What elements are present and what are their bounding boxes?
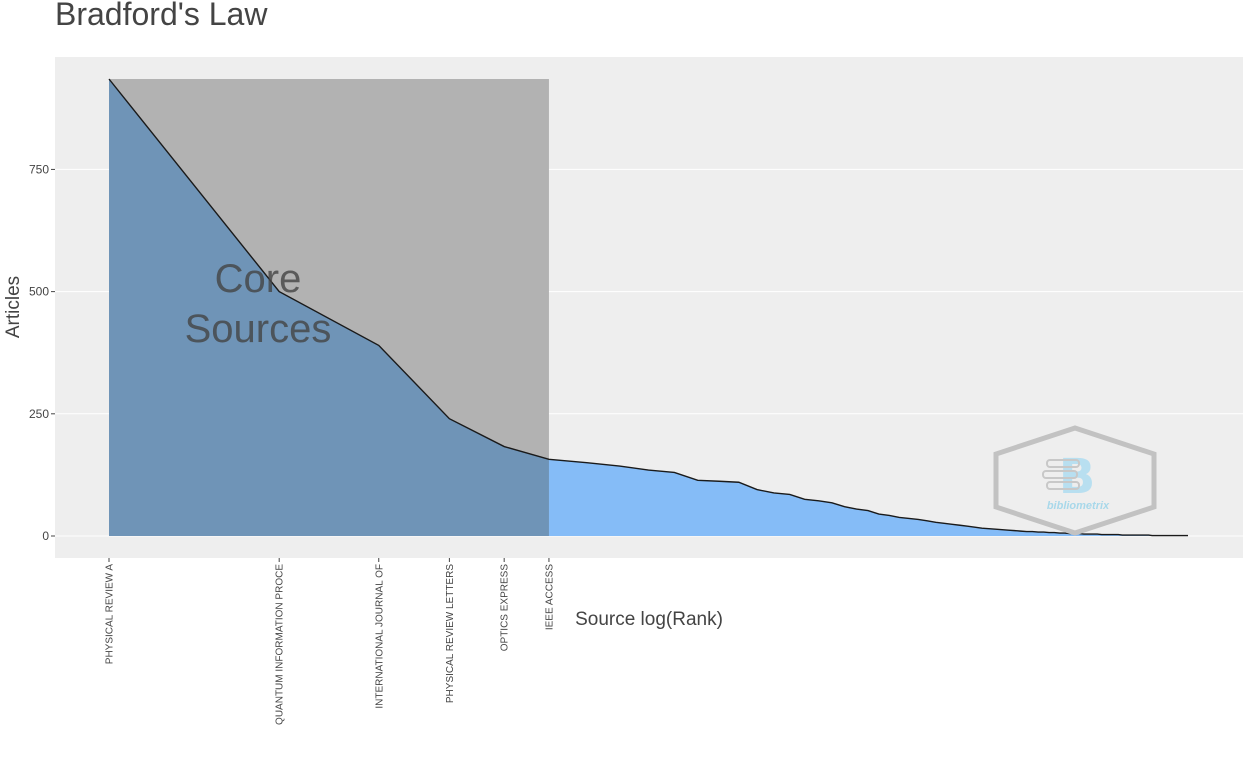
axes: Source log(Rank) Articles 0 250 500 750 PHYS…: [3, 162, 723, 725]
core-label-line-1: Core: [215, 257, 302, 301]
y-tick-label-0: 0: [42, 529, 49, 543]
x-tick-label-5: OPTICS EXPRESS: [500, 564, 511, 652]
core-overlap-fill: [109, 79, 549, 537]
x-tick-label-2: QUANTUM INFORMATION PROCE: [275, 564, 286, 725]
y-axis-title: Articles: [3, 276, 24, 338]
y-tick-label-750: 750: [29, 162, 49, 176]
x-tick-label-6: IEEE ACCESS: [544, 564, 555, 630]
bibliometrix-logo: B bibliometrix: [993, 425, 1157, 536]
core-sources-label: Core Sources: [185, 257, 332, 351]
x-tick-label-3: INTERNATIONAL JOURNAL OF: [374, 564, 385, 709]
logo-watermark-text: bibliometrix: [1047, 500, 1110, 512]
articles-line: [108, 78, 1188, 537]
articles-area: [109, 79, 1188, 537]
y-tick-label-250: 250: [29, 407, 49, 421]
logo-book-1: [1046, 459, 1080, 468]
logo-hexagon: [993, 425, 1157, 536]
chart-title: Bradford's Law: [55, 0, 268, 32]
logo-book-3: [1046, 481, 1080, 490]
x-tick-label-1: PHYSICAL REVIEW A: [105, 564, 116, 665]
x-tick-label-4: PHYSICAL REVIEW LETTERS: [445, 564, 456, 703]
articles-line-path: [108, 78, 1188, 537]
logo-book-2: [1042, 470, 1078, 479]
y-tick-label-500: 500: [29, 285, 49, 299]
x-axis-title: Source log(Rank): [575, 609, 723, 630]
core-label-line-2: Sources: [185, 307, 332, 351]
